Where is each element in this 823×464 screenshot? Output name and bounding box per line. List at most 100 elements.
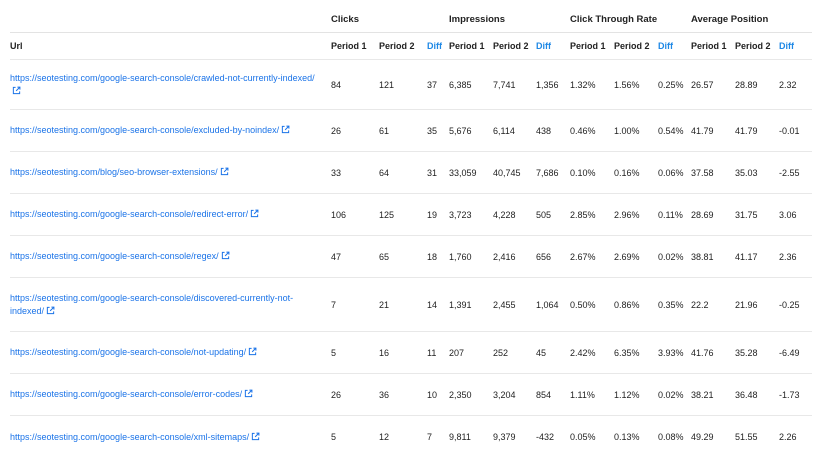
position-period-1-cell: 38.81	[691, 251, 714, 262]
external-link-icon[interactable]	[244, 389, 253, 398]
position-period-1-cell: 22.2	[691, 299, 709, 310]
url-text[interactable]: https://seotesting.com/google-search-con…	[10, 293, 294, 316]
table-row: https://seotesting.com/google-search-con…	[10, 109, 813, 152]
impressions-period-2-cell: 7,741	[493, 79, 516, 90]
url-text[interactable]: https://seotesting.com/google-search-con…	[10, 431, 250, 442]
column-header-ctr-diff[interactable]: Diff	[658, 32, 692, 60]
clicks-period-2-cell: 64	[379, 167, 390, 178]
column-header-impressions-period-2[interactable]: Period 2	[493, 32, 537, 60]
column-header-position-period-1[interactable]: Period 1	[691, 32, 736, 60]
position-diff-cell: 3.06	[779, 209, 797, 220]
clicks-period-1-cell: 84	[331, 79, 342, 90]
impressions-period-2-cell: 2,455	[493, 299, 516, 310]
position-diff-cell: 2.36	[779, 251, 797, 262]
url-text[interactable]: https://seotesting.com/blog/seo-browser-…	[10, 167, 218, 178]
column-header-impressions-period-1[interactable]: Period 1	[449, 32, 494, 60]
group-header-empty	[10, 6, 331, 33]
external-link-icon[interactable]	[250, 209, 259, 218]
ctr-period-1-cell: 0.50%	[570, 299, 596, 310]
ctr-period-1-cell: 2.85%	[570, 209, 596, 220]
clicks-period-1-cell: 26	[331, 389, 342, 400]
impressions-diff-cell: 7,686	[536, 167, 559, 178]
position-diff-cell: -6.49	[779, 347, 800, 358]
url-cell: https://seotesting.com/google-search-con…	[10, 374, 331, 416]
column-header-impressions-diff[interactable]: Diff	[536, 32, 571, 60]
ctr-diff-cell: 0.02%	[658, 251, 684, 262]
url-link[interactable]: https://seotesting.com/google-search-con…	[10, 347, 257, 357]
column-header-clicks-period-2[interactable]: Period 2	[379, 32, 427, 60]
url-link[interactable]: https://seotesting.com/google-search-con…	[10, 251, 230, 261]
ctr-period-2-cell: 2.69%	[614, 251, 640, 262]
position-period-2-cell: 31.75	[735, 209, 758, 220]
url-text[interactable]: https://seotesting.com/google-search-con…	[10, 389, 243, 400]
url-text[interactable]: https://seotesting.com/google-search-con…	[10, 73, 315, 83]
url-link[interactable]: https://seotesting.com/google-search-con…	[10, 125, 290, 135]
url-link[interactable]: https://seotesting.com/blog/seo-browser-…	[10, 167, 229, 177]
url-link[interactable]: https://seotesting.com/google-search-con…	[10, 432, 260, 442]
external-link-icon[interactable]	[248, 347, 257, 356]
clicks-period-2-cell: 125	[379, 209, 395, 220]
clicks-diff-cell: 11	[427, 347, 437, 358]
position-period-2-cell: 28.89	[735, 79, 758, 90]
position-period-2-cell: 41.79	[735, 125, 758, 136]
table-row: https://seotesting.com/blog/seo-browser-…	[10, 151, 813, 194]
impressions-diff-cell: 656	[536, 251, 552, 262]
clicks-diff-cell: 10	[427, 389, 438, 400]
position-diff-cell: -2.55	[779, 167, 800, 178]
column-header-clicks-period-1[interactable]: Period 1	[331, 32, 379, 60]
ctr-period-1-cell: 1.11%	[570, 389, 595, 400]
url-link[interactable]: https://seotesting.com/google-search-con…	[10, 293, 293, 316]
position-period-1-cell: 49.29	[691, 431, 714, 442]
url-text[interactable]: https://seotesting.com/google-search-con…	[10, 347, 247, 358]
url-text[interactable]: https://seotesting.com/google-search-con…	[10, 251, 219, 262]
impressions-period-1-cell: 3,723	[449, 209, 472, 220]
column-header-position-period-2[interactable]: Period 2	[735, 32, 780, 60]
ctr-diff-cell: 0.35%	[658, 299, 684, 310]
column-header-clicks-diff[interactable]: Diff	[427, 32, 450, 60]
table-row: https://seotesting.com/google-search-con…	[10, 373, 813, 416]
clicks-period-2-cell: 61	[379, 125, 390, 136]
ctr-diff-cell: 0.54%	[658, 125, 684, 136]
column-header-ctr-period-1[interactable]: Period 1	[570, 32, 615, 60]
url-link[interactable]: https://seotesting.com/google-search-con…	[10, 209, 259, 219]
impressions-period-2-cell: 9,379	[493, 431, 516, 442]
external-link-icon[interactable]	[221, 251, 230, 260]
ctr-period-1-cell: 0.05%	[570, 431, 596, 442]
url-link[interactable]: https://seotesting.com/google-search-con…	[10, 389, 253, 399]
external-link-icon[interactable]	[251, 432, 260, 441]
ctr-period-2-cell: 6.35%	[614, 347, 640, 358]
group-header-clicks: Clicks	[331, 13, 359, 25]
external-link-icon[interactable]	[46, 306, 55, 315]
column-header-url[interactable]: Url	[10, 32, 331, 60]
clicks-period-2-cell: 36	[379, 389, 390, 400]
clicks-period-2-cell: 121	[379, 79, 395, 90]
group-header-position: Average Position	[691, 13, 769, 25]
clicks-period-1-cell: 47	[331, 251, 342, 262]
external-link-icon[interactable]	[220, 167, 229, 176]
url-text[interactable]: https://seotesting.com/google-search-con…	[10, 125, 280, 136]
position-period-2-cell: 35.03	[735, 167, 758, 178]
column-header-ctr-period-2[interactable]: Period 2	[614, 32, 659, 60]
url-link[interactable]: https://seotesting.com/google-search-con…	[10, 73, 315, 96]
external-link-icon[interactable]	[12, 86, 21, 95]
impressions-period-2-cell: 4,228	[493, 209, 516, 220]
column-header-position-diff[interactable]: Diff	[779, 32, 813, 60]
clicks-period-1-cell: 26	[331, 125, 342, 136]
column-header-row: Url Period 1 Period 2 Diff Period 1 Peri…	[10, 32, 813, 60]
url-text[interactable]: https://seotesting.com/google-search-con…	[10, 209, 249, 220]
position-period-1-cell: 37.58	[691, 167, 714, 178]
impressions-period-2-cell: 40,745	[493, 167, 521, 178]
url-cell: https://seotesting.com/google-search-con…	[10, 60, 331, 110]
external-link-icon[interactable]	[281, 125, 290, 134]
position-period-2-cell: 21.96	[735, 299, 758, 310]
clicks-diff-cell: 37	[427, 79, 438, 90]
impressions-period-1-cell: 5,676	[449, 125, 472, 136]
clicks-period-1-cell: 5	[331, 431, 337, 442]
clicks-diff-cell: 31	[427, 167, 438, 178]
table-row: https://seotesting.com/google-search-con…	[10, 415, 813, 458]
ctr-period-1-cell: 0.10%	[570, 167, 596, 178]
impressions-diff-cell: 854	[536, 389, 552, 400]
table-row: https://seotesting.com/google-search-con…	[10, 277, 813, 332]
table-row: https://seotesting.com/google-search-con…	[10, 59, 813, 110]
